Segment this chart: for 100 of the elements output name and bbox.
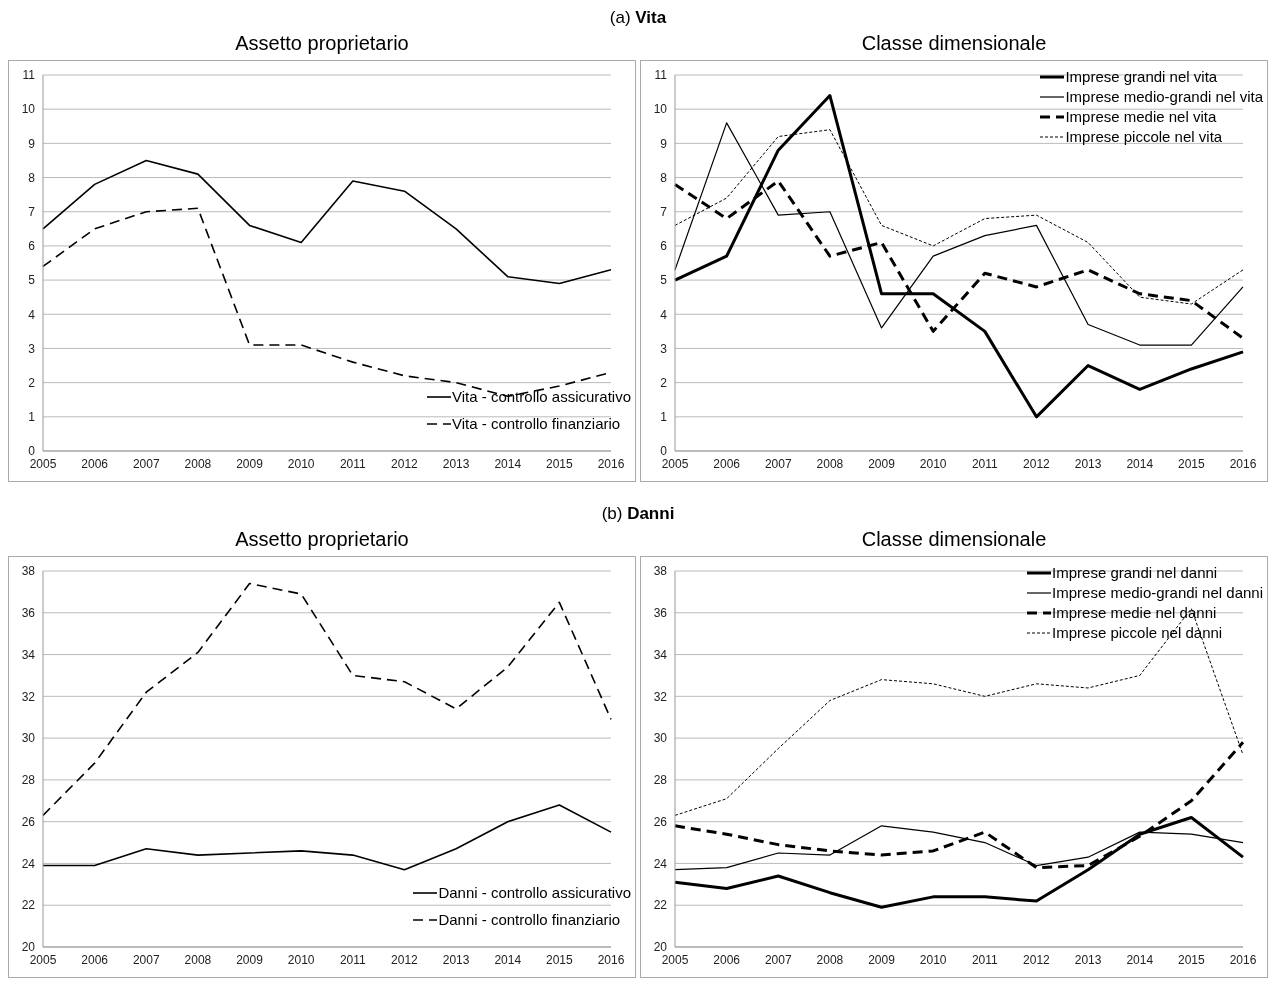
- x-tick-label: 2013: [1074, 952, 1102, 967]
- legend-label: Imprese medio-grandi nel vita: [1065, 87, 1263, 107]
- y-tick-label: 2: [660, 375, 668, 390]
- y-tick-label: 24: [21, 856, 36, 871]
- y-tick-label: 1: [28, 410, 36, 425]
- legend-label: Imprese medio-grandi nel danni: [1052, 583, 1263, 603]
- legend-label: Imprese medie nel vita: [1065, 107, 1217, 127]
- x-tick-label: 2008: [184, 456, 212, 471]
- y-tick-label: 34: [653, 647, 668, 662]
- y-tick-label: 4: [660, 307, 668, 322]
- y-tick-label: 38: [653, 564, 668, 579]
- y-tick-label: 32: [21, 689, 36, 704]
- y-tick-label: 22: [653, 898, 668, 913]
- x-tick-label: 2009: [868, 952, 896, 967]
- x-tick-label: 2013: [1074, 456, 1102, 471]
- y-tick-label: 24: [653, 856, 668, 871]
- y-tick-label: 3: [28, 341, 36, 356]
- y-tick-label: 9: [28, 136, 36, 151]
- y-tick-label: 0: [660, 444, 668, 459]
- y-tick-label: 10: [653, 102, 668, 117]
- y-tick-label: 28: [653, 773, 668, 788]
- x-tick-label: 2005: [29, 952, 57, 967]
- legend-label: Vita - controllo assicurativo: [452, 387, 631, 407]
- y-tick-label: 4: [28, 307, 36, 322]
- x-tick-label: 2015: [1178, 952, 1206, 967]
- y-tick-label: 22: [21, 898, 36, 913]
- y-tick-label: 26: [21, 814, 36, 829]
- x-tick-label: 2014: [494, 456, 522, 471]
- y-tick-label: 28: [21, 773, 36, 788]
- y-tick-label: 6: [28, 239, 36, 254]
- y-tick-label: 7: [28, 204, 36, 219]
- x-tick-label: 2010: [919, 952, 947, 967]
- line-series: [42, 804, 612, 871]
- y-tick-label: 20: [653, 940, 668, 955]
- y-tick-label: 10: [21, 102, 36, 117]
- x-tick-label: 2006: [713, 952, 741, 967]
- y-tick-label: 0: [28, 444, 36, 459]
- legend-label: Imprese piccole nel danni: [1052, 623, 1223, 643]
- x-tick-label: 2009: [236, 952, 264, 967]
- x-tick-label: 2008: [184, 952, 212, 967]
- chart-title: Classe dimensionale: [860, 32, 1048, 56]
- x-tick-label: 2007: [764, 456, 792, 471]
- y-tick-label: 5: [660, 273, 668, 288]
- y-tick-label: 8: [28, 170, 36, 185]
- x-tick-label: 2011: [339, 456, 367, 471]
- x-tick-label: 2007: [132, 456, 160, 471]
- x-tick-label: 2005: [661, 952, 689, 967]
- y-tick-label: 32: [653, 689, 668, 704]
- y-tick-label: 34: [21, 647, 36, 662]
- x-tick-label: 2016: [597, 456, 625, 471]
- y-tick-label: 11: [654, 68, 668, 83]
- y-tick-label: 38: [21, 564, 36, 579]
- y-tick-label: 30: [21, 731, 36, 746]
- x-tick-label: 2007: [764, 952, 792, 967]
- y-tick-label: 20: [21, 940, 36, 955]
- y-tick-label: 2: [28, 375, 36, 390]
- line-series: [42, 582, 612, 817]
- x-tick-label: 2007: [132, 952, 160, 967]
- y-tick-label: 9: [660, 136, 668, 151]
- x-tick-label: 2012: [1023, 952, 1051, 967]
- x-tick-label: 2015: [546, 456, 574, 471]
- x-tick-label: 2013: [442, 456, 470, 471]
- y-tick-label: 5: [28, 273, 36, 288]
- x-tick-label: 2014: [1126, 456, 1154, 471]
- text: (a) Vita: [609, 8, 667, 27]
- x-tick-label: 2010: [287, 456, 315, 471]
- x-tick-label: 2016: [1229, 456, 1257, 471]
- chart-title: Assetto proprietario: [234, 528, 410, 552]
- y-tick-label: 8: [660, 170, 668, 185]
- y-tick-label: 3: [660, 341, 668, 356]
- y-tick-label: 11: [22, 68, 36, 83]
- x-tick-label: 2008: [816, 456, 844, 471]
- chart-title: Assetto proprietario: [234, 32, 410, 56]
- x-tick-label: 2016: [597, 952, 625, 967]
- x-tick-label: 2008: [816, 952, 844, 967]
- legend-label: Danni - controllo finanziario: [438, 910, 621, 930]
- x-tick-label: 2009: [868, 456, 896, 471]
- x-tick-label: 2005: [661, 456, 689, 471]
- legend-label: Danni - controllo assicurativo: [438, 883, 631, 903]
- line-series: [42, 159, 612, 285]
- legend-label: Imprese piccole nel vita: [1065, 127, 1223, 147]
- x-tick-label: 2005: [29, 456, 57, 471]
- x-tick-label: 2006: [713, 456, 741, 471]
- x-tick-label: 2006: [81, 456, 109, 471]
- x-tick-label: 2016: [1229, 952, 1257, 967]
- x-tick-label: 2015: [546, 952, 574, 967]
- legend-label: Imprese grandi nel vita: [1065, 67, 1218, 87]
- y-tick-label: 30: [653, 731, 668, 746]
- x-tick-label: 2014: [494, 952, 522, 967]
- x-tick-label: 2010: [919, 456, 947, 471]
- x-tick-label: 2009: [236, 456, 264, 471]
- y-tick-label: 6: [660, 239, 668, 254]
- y-tick-label: 7: [660, 204, 668, 219]
- chart-title: Classe dimensionale: [860, 528, 1048, 552]
- x-tick-label: 2010: [287, 952, 315, 967]
- y-tick-label: 36: [653, 606, 668, 621]
- x-tick-label: 2012: [1023, 456, 1051, 471]
- x-tick-label: 2015: [1178, 456, 1206, 471]
- x-tick-label: 2006: [81, 952, 109, 967]
- y-tick-label: 26: [653, 814, 668, 829]
